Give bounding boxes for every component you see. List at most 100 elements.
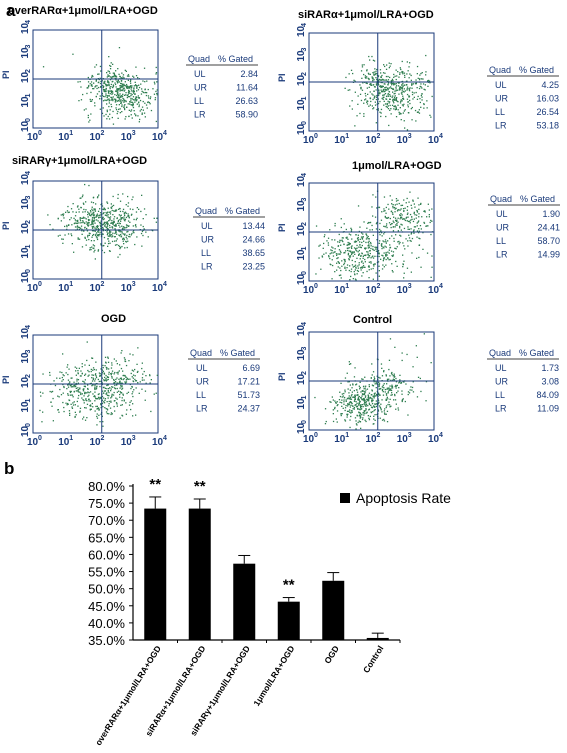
- event-dot: [381, 375, 384, 377]
- event-dot: [129, 85, 131, 88]
- event-dot: [119, 246, 122, 249]
- event-dot: [346, 372, 348, 374]
- event-dot: [125, 87, 128, 89]
- event-dot: [337, 257, 339, 259]
- event-dot: [380, 76, 382, 78]
- event-dot: [408, 237, 411, 239]
- event-dot: [105, 90, 107, 93]
- y-tick-exponent: 3: [25, 196, 32, 200]
- event-dot: [107, 390, 109, 392]
- event-dot: [377, 108, 379, 110]
- event-dot: [368, 265, 370, 267]
- event-dot: [119, 364, 121, 366]
- event-dot: [421, 216, 423, 218]
- event-dot: [341, 413, 343, 415]
- x-tick-exponent: 4: [439, 432, 443, 439]
- event-dot: [90, 248, 92, 251]
- event-dot: [368, 246, 370, 249]
- event-dot: [59, 377, 61, 379]
- event-dot: [80, 370, 82, 372]
- event-dot: [125, 85, 127, 87]
- event-dot: [68, 211, 70, 213]
- event-dot: [124, 214, 126, 217]
- event-dot: [142, 218, 144, 220]
- event-dot: [367, 254, 369, 256]
- event-dot: [94, 258, 96, 260]
- x-tick-label: 10: [303, 434, 315, 445]
- event-dot: [77, 220, 79, 222]
- event-dot: [128, 92, 130, 94]
- event-dot: [382, 90, 384, 92]
- event-dot: [112, 86, 114, 88]
- event-dot: [381, 419, 384, 421]
- event-dot: [411, 91, 414, 93]
- event-dot: [149, 97, 151, 100]
- event-dot: [330, 264, 332, 266]
- event-dot: [359, 246, 362, 248]
- event-dot: [133, 76, 135, 78]
- event-dot: [395, 385, 398, 387]
- event-dot: [122, 237, 124, 239]
- event-dot: [111, 77, 113, 79]
- quad-name: LL: [496, 236, 506, 246]
- event-dot: [393, 376, 395, 378]
- event-dot: [88, 219, 90, 222]
- event-dot: [427, 79, 430, 82]
- event-dot: [82, 93, 84, 96]
- event-dot: [396, 265, 398, 267]
- event-dot: [349, 243, 351, 245]
- event-dot: [79, 197, 81, 199]
- event-dot: [118, 98, 121, 100]
- event-dot: [116, 387, 118, 390]
- event-dot: [407, 240, 409, 242]
- event-dot: [136, 371, 139, 373]
- y-tick-exponent: 4: [301, 322, 308, 326]
- event-dot: [385, 241, 387, 243]
- y-tick-label: 10: [20, 376, 31, 388]
- event-dot: [356, 237, 359, 240]
- event-dot: [138, 97, 140, 99]
- event-dot: [422, 78, 424, 80]
- event-dot: [383, 208, 385, 210]
- event-dot: [389, 258, 391, 261]
- event-dot: [371, 399, 373, 401]
- event-dot: [99, 374, 101, 377]
- event-dot: [341, 396, 343, 398]
- event-dot: [89, 210, 92, 212]
- event-dot: [332, 247, 334, 249]
- y-tick-label: 75.0%: [88, 496, 125, 511]
- quad-header-gated: % Gated: [220, 348, 255, 358]
- event-dot: [335, 402, 337, 404]
- event-dot: [380, 244, 383, 246]
- event-dot: [108, 220, 110, 222]
- event-dot: [128, 86, 130, 89]
- event-dot: [126, 378, 128, 381]
- event-dot: [360, 396, 362, 399]
- event-dot: [340, 251, 342, 254]
- event-dot: [373, 107, 375, 109]
- event-dot: [346, 236, 348, 238]
- event-dot: [75, 382, 77, 385]
- event-dot: [116, 217, 118, 219]
- event-dot: [365, 403, 368, 405]
- event-dot: [409, 213, 412, 216]
- event-dot: [363, 399, 365, 402]
- event-dot: [121, 388, 123, 390]
- event-dot: [117, 91, 119, 93]
- event-dot: [388, 387, 390, 389]
- event-dot: [107, 84, 109, 87]
- event-dot: [398, 202, 400, 205]
- event-dot: [131, 86, 133, 89]
- event-dot: [385, 405, 388, 407]
- event-dot: [102, 208, 104, 210]
- event-dot: [383, 420, 386, 422]
- event-dot: [98, 78, 100, 81]
- event-dot: [121, 232, 123, 234]
- event-dot: [372, 399, 374, 401]
- event-dot: [394, 109, 397, 111]
- event-dot: [106, 202, 109, 204]
- event-dot: [417, 77, 419, 79]
- event-dot: [343, 263, 345, 266]
- event-dot: [395, 97, 397, 99]
- event-dot: [393, 399, 395, 401]
